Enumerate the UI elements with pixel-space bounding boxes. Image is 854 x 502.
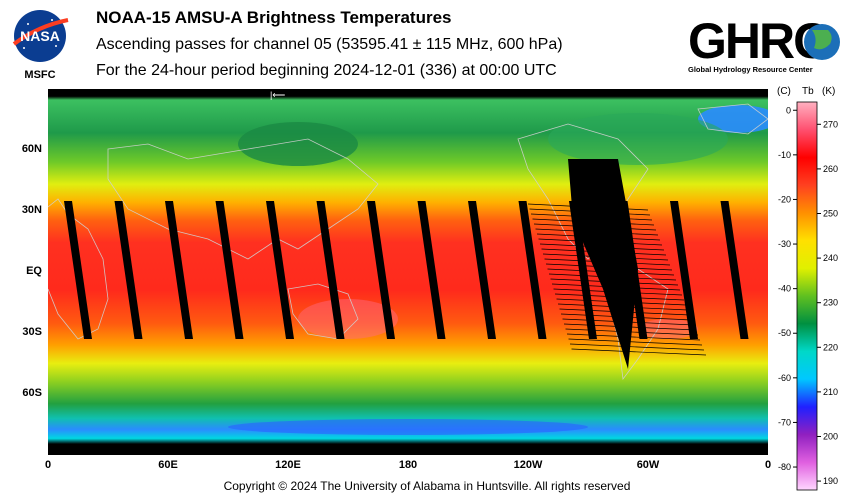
x-tick-label: 180: [398, 459, 418, 471]
swath-stripe: [535, 228, 659, 236]
swath-stripe: [538, 238, 663, 246]
swath-gap: [720, 201, 749, 339]
x-tick-label: 120W: [513, 459, 543, 471]
kelvin-tick-label: 240: [823, 253, 838, 263]
swath-stripe: [539, 243, 665, 251]
kelvin-tick-label: 260: [823, 164, 838, 174]
kelvin-tick-label: 210: [823, 387, 838, 397]
x-tick-label: 60W: [636, 459, 660, 471]
page-subtitle: Ascending passes for channel 05 (53595.4…: [96, 36, 563, 53]
swath-stripe: [532, 218, 655, 226]
kelvin-tick-label: 220: [823, 342, 838, 352]
swath-stripe: [550, 278, 679, 286]
swath-stripe: [545, 263, 673, 271]
swath-gap: [518, 201, 547, 339]
celsius-tick-label: -20: [778, 194, 791, 204]
swath-gap: [316, 201, 345, 339]
x-tick-label: 60E: [158, 459, 178, 471]
kelvin-tick-label: 200: [823, 431, 838, 441]
swath-stripe: [544, 258, 671, 266]
swath-stripe: [554, 293, 685, 301]
y-tick-label: EQ: [26, 265, 42, 277]
celsius-tick-label: 0: [786, 105, 791, 115]
swath-gap: [114, 201, 143, 339]
swath-stripe: [542, 253, 669, 261]
swath-stripe: [571, 348, 707, 356]
colorbar-gradient: [796, 101, 818, 491]
north-atlantic-region: [548, 113, 728, 165]
swath-gap: [417, 201, 446, 339]
swath-gaps: [64, 159, 749, 369]
celsius-tick-label: -80: [778, 462, 791, 472]
swath-stripe: [557, 303, 689, 311]
swath-stripe: [559, 308, 691, 316]
x-tick-label: 0: [764, 459, 772, 471]
swath-gap: [670, 201, 698, 339]
swath-stripe: [565, 328, 699, 336]
nasa-logo-text: NASA: [20, 28, 60, 44]
swath-gap: [468, 201, 496, 339]
y-tick-label: 60N: [21, 143, 42, 155]
celsius-tick-label: -30: [778, 239, 791, 249]
colorbar-header-c: (C): [777, 86, 791, 97]
celsius-tick-label: -10: [778, 150, 791, 160]
swath-gap: [266, 201, 294, 339]
swath-stripe: [533, 223, 657, 231]
kelvin-tick-label: 190: [823, 476, 838, 486]
swath-stripe: [553, 288, 683, 296]
australia-warm-region: [298, 299, 398, 339]
period-line: For the 24-hour period beginning 2024-12…: [96, 62, 557, 79]
swath-stripe: [527, 203, 649, 211]
swath-stripe: [556, 298, 687, 306]
x-tick-label: 120E: [275, 459, 301, 471]
antarctic-cold-region: [228, 419, 588, 435]
celsius-tick-label: -40: [778, 284, 791, 294]
swath-stripe: [562, 318, 695, 326]
ghrc-tagline: Global Hydrology Resource Center: [688, 65, 813, 74]
x-tick-label: 0: [44, 459, 52, 471]
swath-stripe: [566, 333, 701, 341]
y-tick-label: 30N: [21, 204, 42, 216]
y-tick-label: 30S: [22, 326, 42, 338]
swath-stripe: [548, 273, 677, 281]
nasa-logo: NASA MSFC: [12, 10, 69, 80]
swath-stripe: [563, 323, 697, 331]
celsius-tick-label: -70: [778, 417, 791, 427]
y-tick-label: 60S: [22, 387, 42, 399]
swath-gap: [569, 201, 597, 339]
page-title: NOAA-15 AMSU-A Brightness Temperatures: [96, 8, 452, 27]
copyright-text: Copyright © 2024 The University of Alaba…: [223, 479, 631, 493]
kelvin-tick-label: 270: [823, 119, 838, 129]
arrow-marker-icon: |⟵: [270, 90, 285, 100]
colorbar-header-tb: Tb: [802, 86, 814, 97]
siberia-cold-region: [238, 122, 358, 166]
swath-gap: [64, 201, 92, 339]
swath-stripe: [529, 208, 651, 216]
celsius-tick-label: -50: [778, 328, 791, 338]
swath-stripe: [536, 233, 661, 241]
kelvin-tick-label: 230: [823, 298, 838, 308]
celsius-tick-label: -60: [778, 373, 791, 383]
colorbar: (C) Tb (K) 0 -10 -20 -30 -40 -50 -60 -70 -80 270 2…: [777, 86, 838, 491]
swath-gap: [215, 201, 244, 339]
swath-stripe: [568, 338, 703, 346]
colorbar-header-k: (K): [822, 86, 835, 97]
swath-gap: [165, 201, 193, 339]
swath-stripe: [569, 343, 705, 351]
swath-stripe: [541, 248, 667, 256]
brightness-temperature-map: |⟵: [48, 89, 768, 455]
swath-stripe: [530, 213, 653, 221]
ghrc-logo: GHRC Global Hydrology Resource Center: [688, 13, 840, 74]
kelvin-tick-label: 250: [823, 208, 838, 218]
swath-gap: [367, 201, 395, 339]
swath-stripe: [551, 283, 681, 291]
msfc-label: MSFC: [24, 69, 55, 80]
swath-stripe: [560, 313, 693, 321]
swath-stripe: [547, 268, 675, 276]
